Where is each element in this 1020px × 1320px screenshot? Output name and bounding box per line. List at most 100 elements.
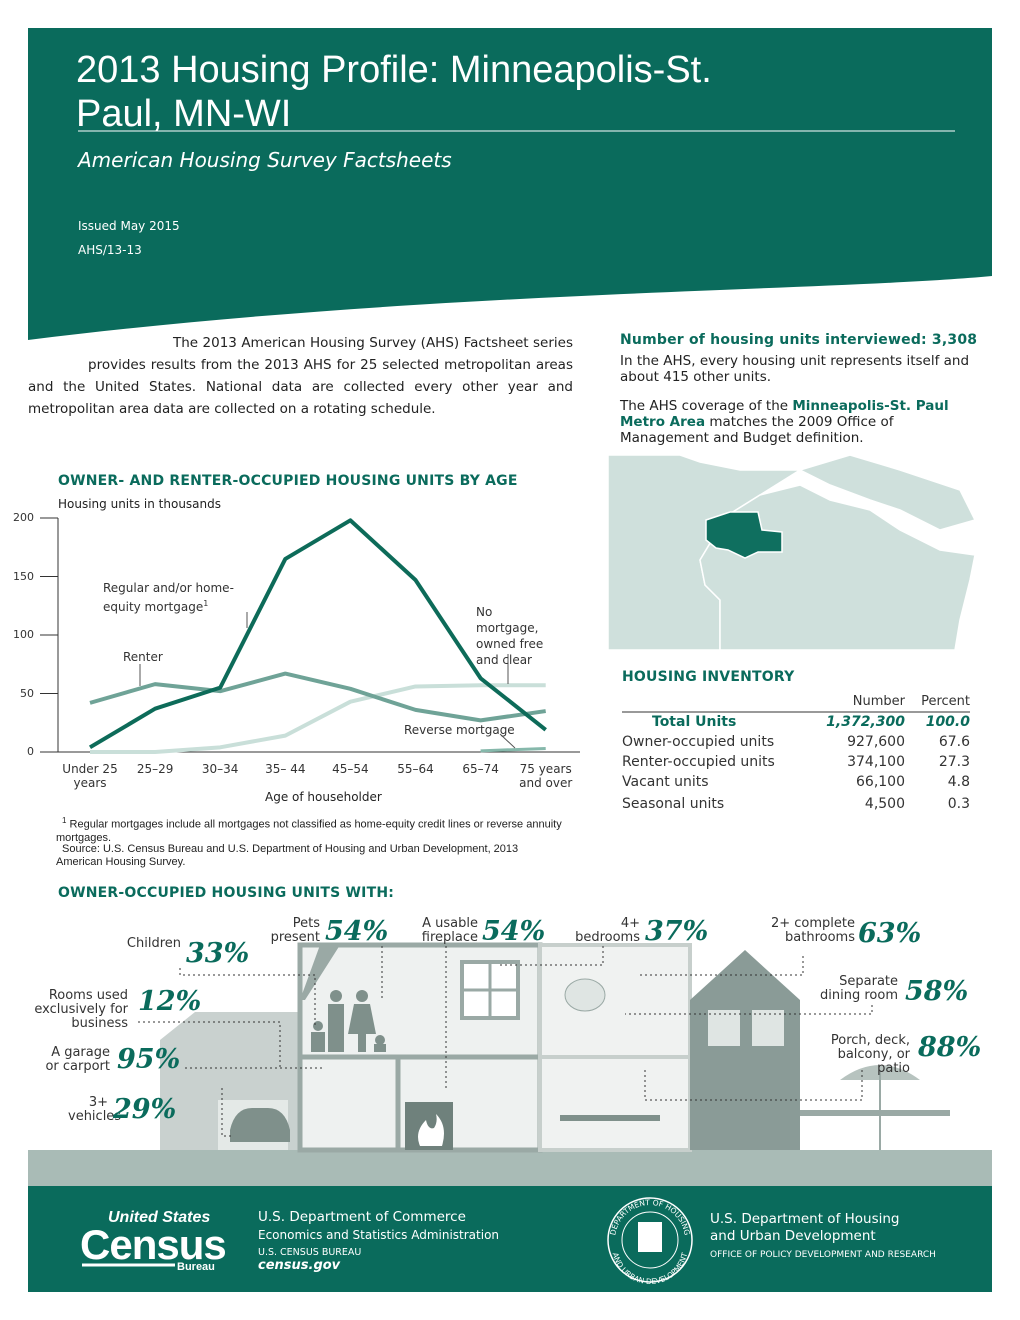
feature-label: Children [126, 936, 181, 951]
feature-label: 2+ complete bathrooms [770, 916, 855, 945]
feature-value: 37% [645, 916, 709, 947]
leader [499, 733, 516, 749]
footer-band [28, 1186, 992, 1292]
window [708, 1010, 740, 1046]
report-id: AHS/13-13 [78, 243, 142, 257]
leader [221, 1088, 234, 1137]
commerce-sub: Economics and Statistics Administration [258, 1228, 500, 1242]
feature-label: 3+ vehicles [68, 1095, 122, 1124]
person [330, 990, 342, 1002]
feature-value: 29% [113, 1094, 177, 1125]
map [607, 454, 977, 651]
leader [640, 956, 804, 976]
row-label: Renter-occupied units [622, 754, 775, 770]
inventory-title: HOUSING INVENTORY [622, 669, 795, 685]
x-tick-label: 35– 44 [265, 762, 306, 776]
ground [28, 1150, 992, 1186]
series-line [89, 671, 546, 723]
feature-label: Separate dining room [820, 974, 898, 1003]
feature-label: A garage or carport [45, 1045, 110, 1074]
feature-value: 33% [186, 938, 250, 969]
series-label: Regular and/or home-equity mortgage1 [103, 580, 263, 615]
y-tick-label: 50 [20, 686, 34, 700]
intro-box: The 2013 American Housing Survey (AHS) F… [28, 332, 573, 420]
feature-leaders [138, 946, 873, 1137]
row-label: Owner-occupied units [622, 734, 775, 750]
person [348, 1004, 376, 1052]
feature-label: Porch, deck, balcony, or patio [830, 1033, 910, 1076]
feature-value: 54% [325, 916, 389, 947]
map-metro-area [705, 511, 783, 559]
column-header: Number [852, 694, 905, 709]
mirror [564, 978, 606, 1012]
y-tick-label: 0 [27, 745, 34, 758]
seal-building [638, 1222, 662, 1252]
dining-table [560, 1115, 660, 1121]
house-right [690, 950, 800, 1150]
sample-heading: Number of housing units interviewed: 3,3… [620, 332, 978, 348]
person [313, 1021, 323, 1031]
y-tick-label: 100 [13, 628, 34, 641]
car [230, 1108, 290, 1142]
annotation-leaders [139, 612, 516, 749]
intro: The 2013 American Housing Survey (AHS) F… [28, 335, 573, 417]
coverage-area: Minneapolis-St. Paul Metro Area [620, 398, 949, 430]
sample-text: In the AHS, every housing unit represent… [620, 353, 970, 385]
window [752, 1010, 784, 1046]
feature-label: Pets present [270, 916, 320, 945]
series-label: Reverse mortgage [404, 723, 515, 737]
cell: 4,500 [864, 796, 905, 812]
cell: 66,100 [856, 774, 905, 790]
map-wisconsin [699, 484, 976, 651]
seal-inner [621, 1211, 679, 1269]
chart [40, 517, 547, 754]
y-tick-label: 200 [13, 511, 34, 524]
x-axis-label: Age of householder [265, 790, 382, 804]
feature-label: A usable fireplace [421, 916, 478, 945]
y-tick-label: 150 [13, 569, 34, 583]
map-michigan [797, 454, 977, 531]
x-tick-label: 45–54 [332, 762, 369, 776]
logo-bottom: Bureau [177, 1261, 215, 1273]
row-label: Total Units [652, 714, 737, 730]
x-tick-label: 75 years and over [519, 762, 573, 790]
x-tick-label: 65–74 [462, 762, 499, 776]
feature-value: 12% [138, 986, 202, 1017]
footnote-marker: 1 [62, 816, 67, 825]
features-title: OWNER-OCCUPIED HOUSING UNITS WITH: [58, 885, 395, 901]
coverage-text: The AHS coverage of the [620, 398, 793, 414]
series-label-text: Regular and/or home-equity mortgage [103, 581, 234, 614]
subtitle: American Housing Survey Factsheets [78, 148, 452, 172]
series-label: Renter [123, 650, 163, 664]
feature-value: 54% [482, 916, 546, 947]
header-band [28, 28, 992, 340]
series-label: No mortgage, owned free and clear [476, 605, 544, 667]
x-tick-label: 30–34 [201, 762, 239, 776]
pet [375, 1035, 385, 1045]
row-label: Vacant units [622, 774, 709, 790]
title: 2013 Housing Profile: Minneapolis-St. Pa… [76, 49, 712, 135]
person [328, 1004, 344, 1052]
cell: 67.6 [938, 734, 970, 750]
footnote-marker: 1 [203, 599, 209, 608]
leader [500, 946, 604, 966]
cell: 4.8 [947, 774, 970, 790]
footnote: 1 Regular mortgages include all mortgage… [56, 814, 576, 845]
feature-label: Rooms used exclusively for business [34, 988, 128, 1031]
series-line [90, 683, 546, 754]
person [311, 1032, 325, 1052]
feature-value: 88% [918, 1032, 982, 1063]
cell: 374,100 [847, 754, 905, 770]
leader [138, 1021, 281, 1068]
house-illustration [28, 942, 992, 1186]
source: Source: U.S. Census Bureau and U.S. Depa… [56, 843, 519, 868]
coverage: The AHS coverage of the Minneapolis-St. … [620, 398, 980, 446]
hud-name: U.S. Department of Housing and Urban Dev… [710, 1211, 900, 1244]
x-tick-label: 25–29 [136, 762, 174, 776]
logo-top: United States [108, 1209, 211, 1226]
leader [644, 1070, 863, 1101]
feature-value: 58% [905, 976, 969, 1007]
deck [800, 1110, 950, 1116]
cell: 27.3 [938, 754, 970, 770]
y-axis-label: Housing units in thousands [58, 497, 222, 511]
